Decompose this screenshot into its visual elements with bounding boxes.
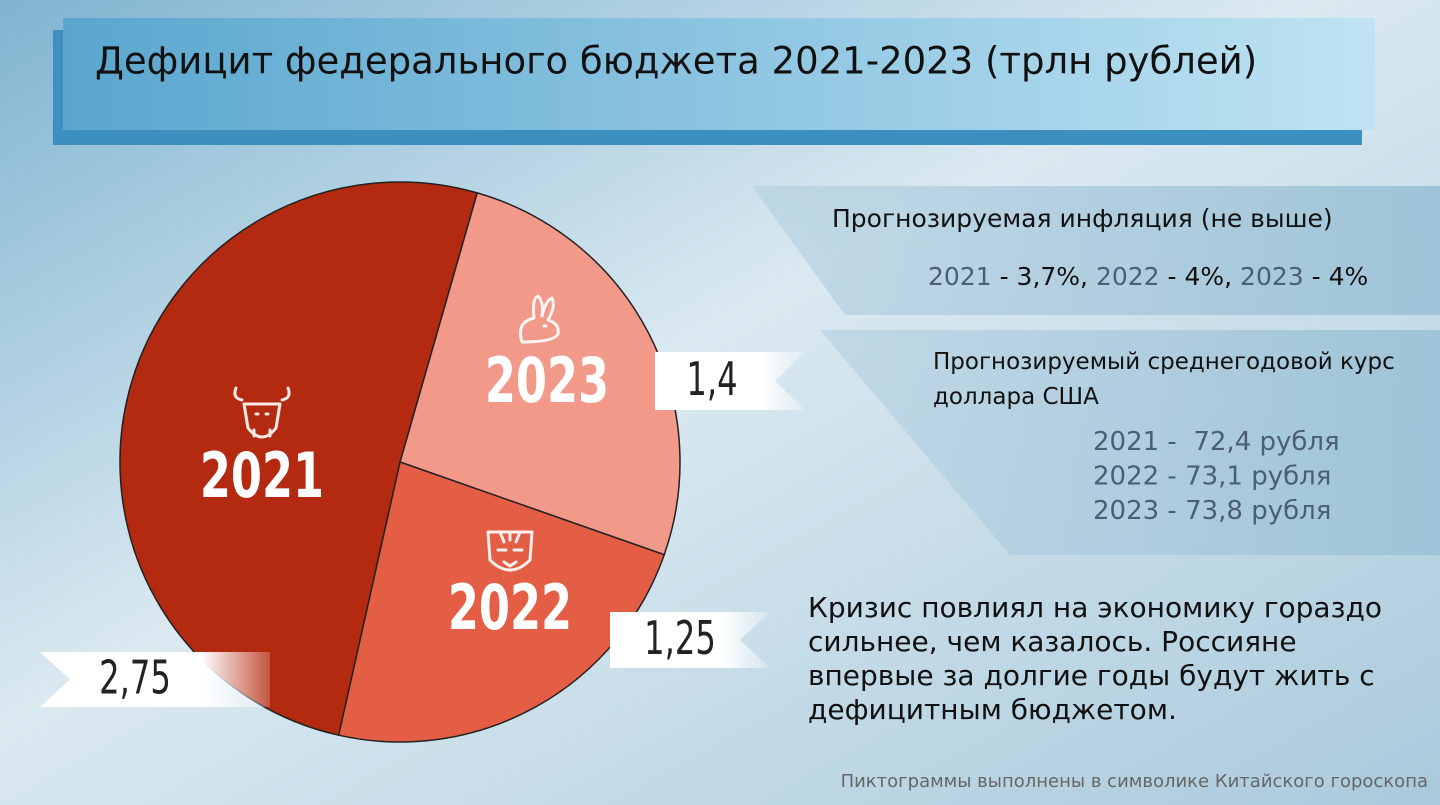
exchange-title: Прогнозируемый среднегодовой курс доллара… xyxy=(933,349,1395,410)
inflation-values: 2021 - 3,7%, 2022 - 4%, 2023 - 4% xyxy=(928,262,1368,291)
note: Кризис повлиял на экономику гораздо сильн… xyxy=(808,591,1382,726)
note-line: впервые за долгие годы будут жить с xyxy=(808,659,1375,692)
value-ribbon xyxy=(655,352,805,410)
inflation-value: - 3,7%, xyxy=(992,262,1096,291)
inflation-year: 2022 xyxy=(1096,262,1160,291)
exchange-panel xyxy=(820,330,1440,555)
note-line: сильнее, чем казалось. Россияне xyxy=(808,625,1297,658)
tiger-icon xyxy=(486,530,534,572)
pie-slice xyxy=(337,461,666,743)
inflation-year: 2023 xyxy=(1240,262,1304,291)
inflation-panel xyxy=(752,186,1440,315)
exchange-rates: 2021 - 72,4 рубля 2022 - 73,1 рубля 2023 -… xyxy=(1093,427,1340,526)
inflation-title: Прогнозируемая инфляция (не выше) xyxy=(832,204,1333,233)
rabbit-icon xyxy=(519,294,560,344)
footer: Пиктограммы выполнены в символике Китайс… xyxy=(841,771,1428,792)
slice-label: 2022 xyxy=(448,571,572,643)
pie-slice xyxy=(399,191,681,556)
title-box xyxy=(63,18,1375,130)
exchange-rate: 2022 - 73,1 рубля xyxy=(1093,461,1331,491)
note-line: Кризис повлиял на экономику гораздо xyxy=(808,591,1382,624)
value-ribbon xyxy=(610,612,770,668)
slice-label: 2021 xyxy=(200,439,324,511)
value-ribbon xyxy=(40,652,270,707)
inflation-value: - 4% xyxy=(1304,262,1369,291)
ox-icon xyxy=(233,386,291,439)
exchange-rate: 2023 - 73,8 рубля xyxy=(1093,496,1331,526)
exchange-rate: 2021 - 72,4 рубля xyxy=(1093,427,1340,457)
exchange-title-line: Прогнозируемый среднегодовой курс xyxy=(933,349,1395,375)
value-label: 1,25 xyxy=(644,612,716,665)
title: Дефицит федерального бюджета 2021-2023 (… xyxy=(95,40,1257,83)
inflation-value: - 4%, xyxy=(1160,262,1240,291)
note-line: дефицитным бюджетом. xyxy=(808,693,1177,726)
value-label: 2,75 xyxy=(99,652,171,705)
pie xyxy=(119,181,681,743)
slice-label: 2023 xyxy=(485,344,609,416)
value-label: 1,4 xyxy=(686,353,737,406)
inflation-year: 2021 xyxy=(928,262,992,291)
exchange-title-line: доллара США xyxy=(933,384,1099,410)
